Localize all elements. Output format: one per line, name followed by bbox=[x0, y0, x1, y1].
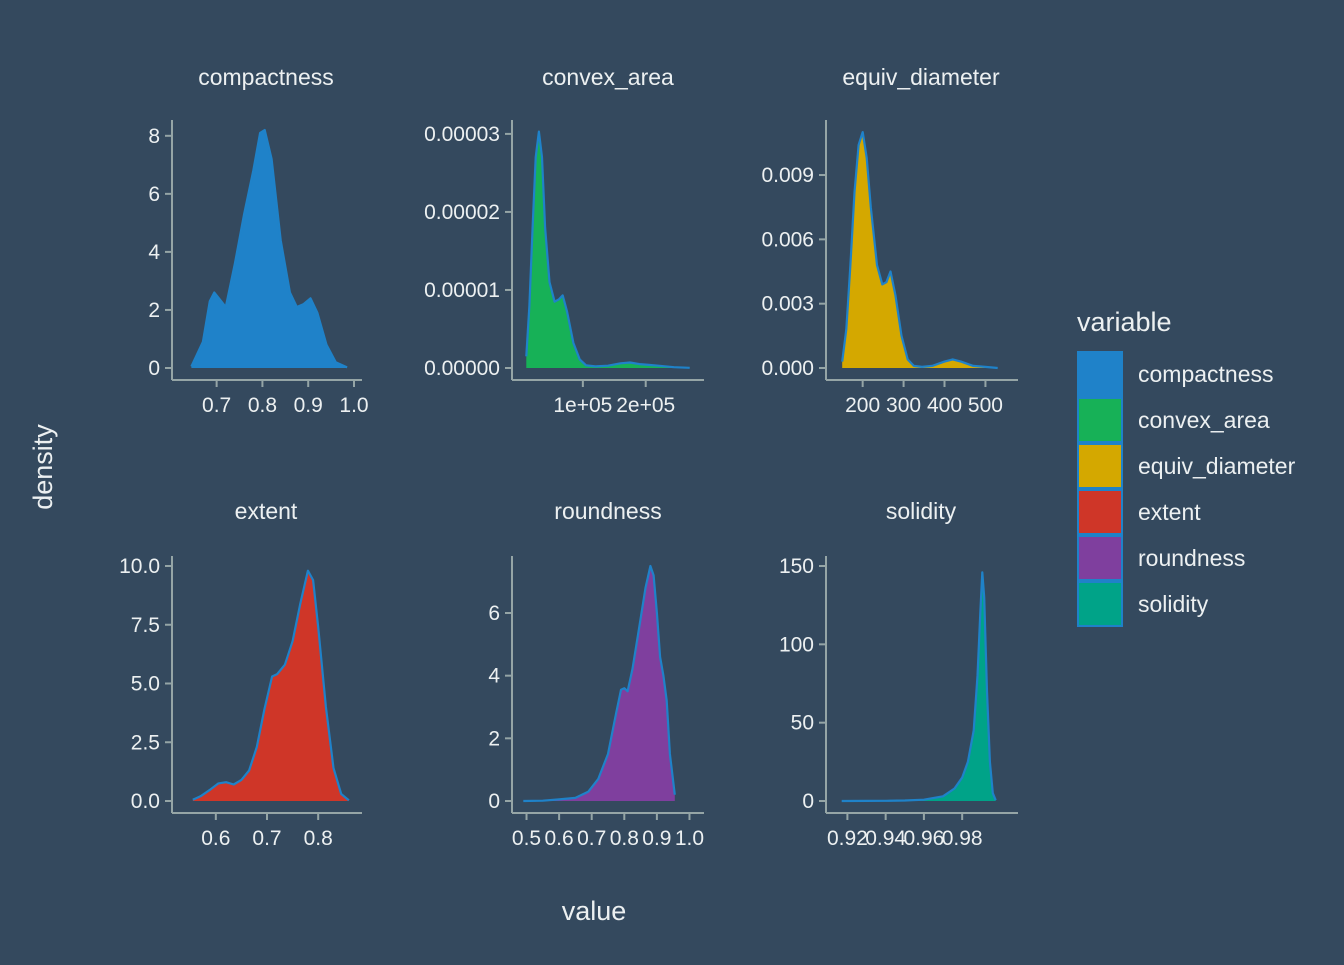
legend-item-compactness: compactness bbox=[1077, 351, 1274, 397]
y-tick-label: 0.00003 bbox=[424, 123, 500, 146]
density-area bbox=[842, 132, 998, 368]
legend-label: convex_area bbox=[1138, 407, 1270, 433]
density-line bbox=[525, 130, 690, 369]
legend-label: roundness bbox=[1138, 545, 1245, 571]
density-line bbox=[841, 131, 998, 370]
legend-label: extent bbox=[1138, 499, 1201, 525]
y-tick-label: 0.003 bbox=[761, 293, 814, 316]
y-tick-label: 0.009 bbox=[761, 164, 814, 187]
y-tick-label: 100 bbox=[779, 633, 814, 656]
facet-equiv-diameter: equiv_diameter 0.000 0.003 0.006 0.009 200 300… bbox=[761, 64, 1018, 417]
facet-roundness: roundness 0 2 4 6 0.5 0.6 0.7 0.8 0.9 1.0 bbox=[488, 498, 704, 850]
legend-item-convex-area: convex_area bbox=[1077, 397, 1270, 443]
density-line bbox=[841, 571, 997, 803]
density-area bbox=[523, 566, 675, 801]
y-tick-label: 0.00000 bbox=[424, 357, 500, 380]
x-tick-label: 0.7 bbox=[577, 827, 606, 850]
x-tick-label: 0.96 bbox=[903, 827, 944, 850]
density-line bbox=[192, 569, 350, 802]
y-tick-label: 2 bbox=[488, 727, 500, 750]
x-tick-label: 0.92 bbox=[827, 827, 868, 850]
x-tick-label: 1.0 bbox=[339, 394, 368, 417]
x-tick-label: 2e+05 bbox=[616, 394, 675, 417]
x-tick-label: 400 bbox=[927, 394, 962, 417]
x-tick-label: 0.7 bbox=[252, 827, 281, 850]
x-tick-label: 0.9 bbox=[642, 827, 671, 850]
y-tick-label: 0.00001 bbox=[424, 279, 500, 302]
facet-convex-area: convex_area 0.00000 0.00001 0.00002 0.00003 1… bbox=[424, 64, 704, 417]
legend-swatch bbox=[1077, 489, 1123, 535]
y-tick-label: 6 bbox=[488, 602, 500, 625]
x-tick-label: 0.5 bbox=[512, 827, 541, 850]
density-line bbox=[523, 564, 676, 803]
legend-item-extent: extent bbox=[1077, 489, 1201, 535]
y-tick-label: 4 bbox=[488, 665, 500, 688]
legend-label: equiv_diameter bbox=[1138, 453, 1296, 479]
x-tick-label: 500 bbox=[968, 394, 1003, 417]
x-tick-label: 0.8 bbox=[610, 827, 639, 850]
y-tick-label: 4 bbox=[148, 241, 160, 264]
facet-title: compactness bbox=[198, 64, 334, 90]
legend-item-solidity: solidity bbox=[1077, 581, 1209, 627]
legend-title: variable bbox=[1077, 307, 1172, 337]
y-tick-label: 50 bbox=[791, 712, 814, 735]
legend-item-roundness: roundness bbox=[1077, 535, 1245, 581]
y-tick-label: 150 bbox=[779, 555, 814, 578]
legend-swatch bbox=[1077, 581, 1123, 627]
legend-swatch bbox=[1077, 397, 1123, 443]
x-tick-label: 0.6 bbox=[201, 827, 230, 850]
x-tick-label: 0.7 bbox=[202, 394, 231, 417]
legend-swatch bbox=[1077, 351, 1123, 397]
y-tick-label: 2 bbox=[148, 299, 160, 322]
x-tick-label: 0.94 bbox=[865, 827, 906, 850]
facet-compactness: compactness 0 2 4 6 8 0.7 0.8 0.9 1.0 bbox=[148, 64, 368, 417]
facet-title: solidity bbox=[886, 498, 957, 524]
x-tick-label: 0.9 bbox=[294, 394, 323, 417]
y-axis-label: density bbox=[28, 424, 58, 510]
y-tick-label: 0.000 bbox=[761, 357, 814, 380]
legend-swatch bbox=[1077, 443, 1123, 489]
y-tick-label: 0.0 bbox=[131, 790, 160, 813]
legend-swatch bbox=[1077, 535, 1123, 581]
y-tick-label: 5.0 bbox=[131, 673, 160, 696]
y-tick-label: 0 bbox=[148, 357, 160, 380]
x-tick-label: 1.0 bbox=[675, 827, 704, 850]
y-tick-label: 6 bbox=[148, 183, 160, 206]
facet-extent: extent 0.0 2.5 5.0 7.5 10.0 0.6 0.7 0.8 bbox=[119, 498, 362, 850]
y-tick-label: 10.0 bbox=[119, 555, 160, 578]
y-tick-label: 0.006 bbox=[761, 228, 814, 251]
x-tick-label: 300 bbox=[886, 394, 921, 417]
y-tick-label: 8 bbox=[148, 125, 160, 148]
x-tick-label: 0.8 bbox=[248, 394, 277, 417]
y-tick-label: 7.5 bbox=[131, 614, 160, 637]
legend-label: solidity bbox=[1138, 591, 1209, 617]
x-tick-label: 0.8 bbox=[304, 827, 333, 850]
legend: variable compactness convex_area equiv_dia… bbox=[1077, 307, 1296, 627]
y-tick-label: 2.5 bbox=[131, 731, 160, 754]
legend-item-equiv-diameter: equiv_diameter bbox=[1077, 443, 1296, 489]
density-area bbox=[526, 131, 690, 368]
density-area bbox=[841, 572, 996, 801]
facet-title: roundness bbox=[554, 498, 661, 524]
x-tick-label: 0.98 bbox=[942, 827, 983, 850]
x-tick-label: 1e+05 bbox=[553, 394, 612, 417]
y-tick-label: 0.00002 bbox=[424, 201, 500, 224]
y-tick-label: 0 bbox=[802, 790, 814, 813]
facet-title: convex_area bbox=[542, 64, 674, 90]
legend-label: compactness bbox=[1138, 361, 1274, 387]
y-tick-label: 0 bbox=[488, 790, 500, 813]
density-area bbox=[191, 130, 348, 368]
density-line bbox=[190, 128, 348, 369]
facet-title: equiv_diameter bbox=[842, 64, 1000, 90]
x-tick-label: 200 bbox=[845, 394, 880, 417]
facet-solidity: solidity 0 50 100 150 0.920.940.960.98 bbox=[779, 498, 1018, 850]
x-tick-label: 0.6 bbox=[545, 827, 574, 850]
facet-title: extent bbox=[235, 498, 298, 524]
x-axis-label: value bbox=[562, 896, 627, 926]
